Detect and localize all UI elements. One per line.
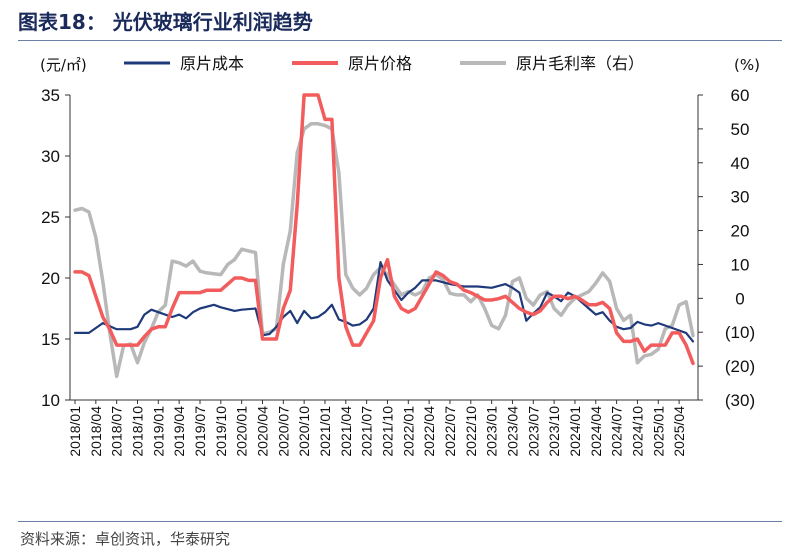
x-tick-label: 2020/01	[234, 406, 250, 457]
x-tick-label: 2018/07	[109, 406, 125, 457]
x-tick-label: 2018/01	[67, 406, 83, 457]
left-tick-label: 25	[41, 208, 60, 227]
left-tick-label: 15	[41, 330, 60, 349]
left-axis-unit: (元/㎡)	[40, 56, 87, 74]
x-tick-label: 2021/01	[317, 406, 333, 457]
right-tick-label: (10)	[725, 323, 755, 342]
x-tick-label: 2020/10	[296, 406, 312, 457]
x-tick-label: 2019/04	[171, 406, 187, 457]
x-tick-label: 2018/10	[129, 406, 145, 457]
x-tick-label: 2019/07	[192, 406, 208, 457]
footer-divider	[18, 521, 782, 522]
x-tick-label: 2022/07	[442, 406, 458, 457]
x-tick-label: 2024/01	[567, 406, 583, 457]
x-tick-label: 2022/01	[400, 406, 416, 457]
left-y-ticks: 10 15 20 25 30 35	[41, 86, 70, 410]
title-divider	[18, 40, 782, 41]
right-tick-label: 30	[731, 188, 750, 207]
right-tick-label: 60	[731, 86, 750, 105]
right-y-ticks: (30) (20) (10) 0 10 20 30 40 50 60	[698, 86, 755, 410]
right-tick-label: 10	[731, 255, 750, 274]
right-tick-label: 40	[731, 154, 750, 173]
left-tick-label: 30	[41, 147, 60, 166]
x-tick-label: 2021/04	[338, 406, 354, 457]
left-tick-label: 10	[41, 391, 60, 410]
x-tick-label: 2023/01	[484, 406, 500, 457]
legend-label-margin: 原片毛利率（右）	[516, 54, 644, 73]
x-tick-label: 2020/07	[275, 406, 291, 457]
legend-label-price: 原片价格	[348, 54, 412, 73]
x-tick-label: 2022/04	[421, 406, 437, 457]
x-tick-label: 2024/10	[629, 406, 645, 457]
x-tick-label: 2023/10	[546, 406, 562, 457]
x-tick-label: 2024/04	[588, 406, 604, 457]
left-tick-label: 35	[41, 86, 60, 105]
page-title: 图表18： 光伏玻璃行业利润趋势	[18, 10, 313, 34]
price-series-line	[73, 93, 695, 366]
x-tick-label: 2024/07	[609, 406, 625, 457]
x-tick-label: 2020/04	[254, 406, 270, 457]
series-lines	[73, 93, 695, 379]
x-tick-label: 2023/04	[504, 406, 520, 457]
x-tick-label: 2019/01	[150, 406, 166, 457]
left-tick-label: 20	[41, 269, 60, 288]
x-tick-label: 2018/04	[88, 406, 104, 457]
x-tick-label: 2023/07	[525, 406, 541, 457]
legend-label-cost: 原片成本	[180, 54, 244, 73]
legend: 原片成本 原片价格 原片毛利率（右）	[124, 54, 644, 73]
right-tick-label: (30)	[725, 391, 755, 410]
x-tick-label: 2021/07	[359, 406, 375, 457]
x-ticks: 2018/01 2018/04 2018/07 2018/10 2019/01 2019/…	[67, 400, 687, 457]
right-tick-label: (20)	[725, 357, 755, 376]
right-axis-unit: (%)	[734, 56, 760, 74]
profit-trend-chart: (元/㎡) (%) 原片成本 原片价格 原片毛利率（右） 10 15 20 25 30 3…	[40, 54, 760, 457]
x-tick-label: 2021/10	[379, 406, 395, 457]
x-tick-label: 2022/10	[463, 406, 479, 457]
margin-series-line	[73, 122, 695, 379]
right-tick-label: 20	[731, 222, 750, 241]
x-tick-label: 2019/10	[213, 406, 229, 457]
x-tick-label: 2025/01	[650, 406, 666, 457]
right-tick-label: 50	[731, 120, 750, 139]
source-note: 资料来源：卓创资讯，华泰研究	[20, 530, 231, 548]
right-tick-label: 0	[735, 289, 744, 308]
x-tick-label: 2025/04	[671, 406, 687, 457]
